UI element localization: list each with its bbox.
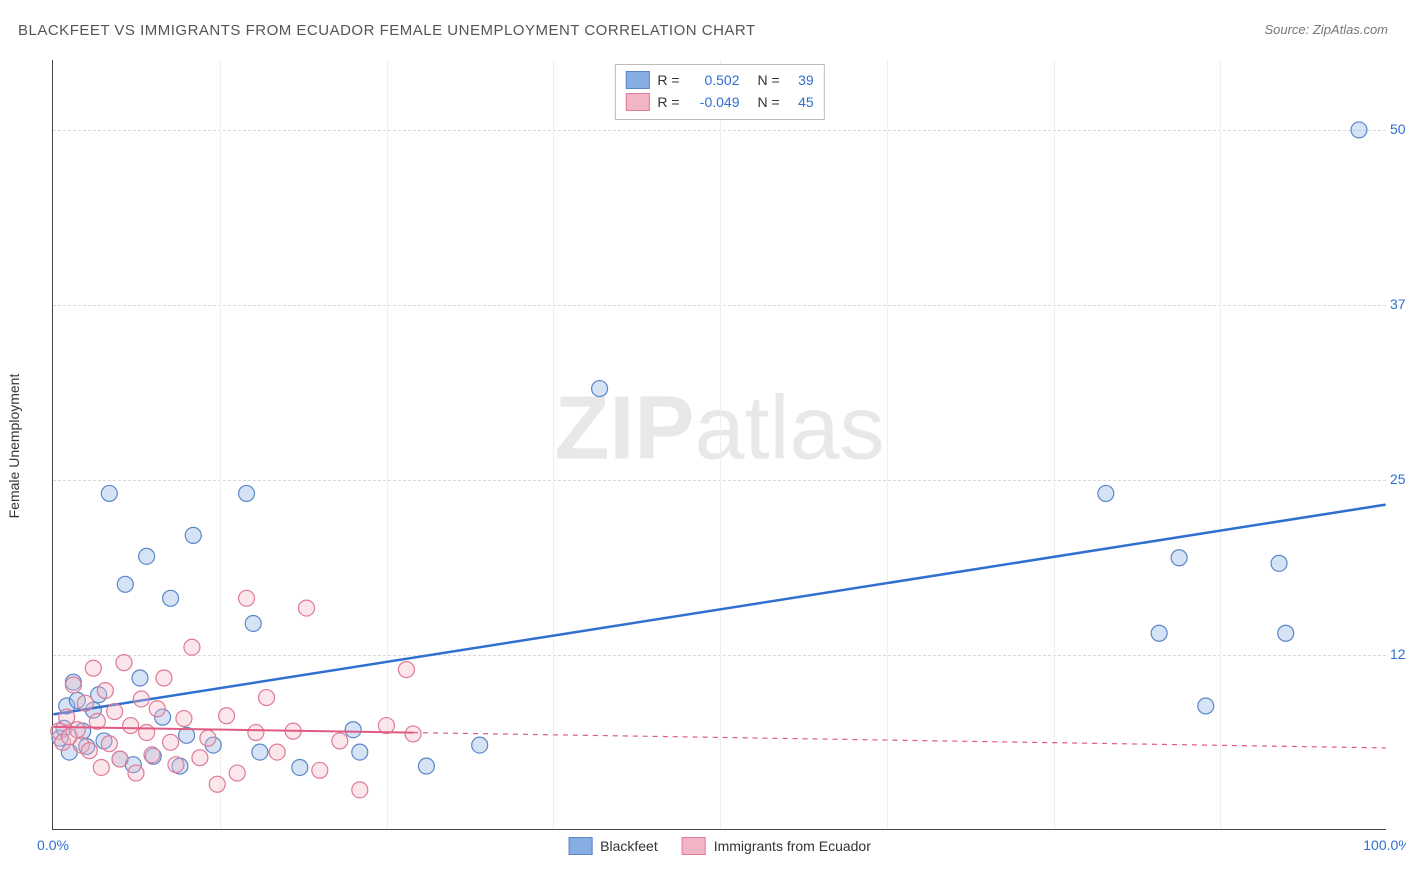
- x-tick-label: 0.0%: [37, 837, 69, 853]
- stat-R-label: R =: [657, 69, 679, 91]
- swatch-blackfeet: [568, 837, 592, 855]
- scatter-point-blackfeet: [352, 744, 368, 760]
- scatter-point-ecuador: [248, 725, 264, 741]
- swatch-ecuador: [625, 93, 649, 111]
- scatter-point-ecuador: [168, 757, 184, 773]
- trendline-blackfeet: [53, 505, 1385, 715]
- scatter-point-ecuador: [219, 708, 235, 724]
- scatter-point-ecuador: [144, 747, 160, 763]
- scatter-point-ecuador: [116, 655, 132, 671]
- scatter-point-ecuador: [77, 695, 93, 711]
- scatter-point-blackfeet: [292, 759, 308, 775]
- scatter-point-ecuador: [229, 765, 245, 781]
- scatter-point-blackfeet: [163, 590, 179, 606]
- series-legend-label-ecuador: Immigrants from Ecuador: [714, 838, 871, 854]
- swatch-ecuador: [682, 837, 706, 855]
- stat-N-value-blackfeet: 39: [788, 69, 814, 91]
- stat-N-value-ecuador: 45: [788, 91, 814, 113]
- scatter-point-ecuador: [332, 733, 348, 749]
- x-tick-label: 100.0%: [1363, 837, 1406, 853]
- plot-area: ZIPatlas R =0.502N =39R =-0.049N =45 12.…: [52, 60, 1386, 830]
- scatter-point-ecuador: [81, 743, 97, 759]
- scatter-point-ecuador: [69, 722, 85, 738]
- scatter-point-blackfeet: [1351, 122, 1367, 138]
- stat-N-label: N =: [758, 91, 780, 113]
- scatter-point-blackfeet: [139, 548, 155, 564]
- scatter-point-blackfeet: [1171, 550, 1187, 566]
- plot-svg: [53, 60, 1386, 829]
- scatter-point-blackfeet: [101, 485, 117, 501]
- stat-legend: R = 0.502 N = 39 R = -0.049 N = 45: [614, 64, 824, 120]
- scatter-point-blackfeet: [1098, 485, 1114, 501]
- scatter-point-ecuador: [85, 660, 101, 676]
- scatter-point-ecuador: [163, 734, 179, 750]
- series-legend-item-blackfeet: Blackfeet: [568, 837, 658, 855]
- scatter-point-blackfeet: [1151, 625, 1167, 641]
- scatter-point-ecuador: [65, 677, 81, 693]
- scatter-point-ecuador: [149, 701, 165, 717]
- scatter-point-blackfeet: [472, 737, 488, 753]
- scatter-point-ecuador: [312, 762, 328, 778]
- scatter-point-blackfeet: [239, 485, 255, 501]
- scatter-point-ecuador: [176, 711, 192, 727]
- scatter-point-ecuador: [93, 759, 109, 775]
- scatter-point-blackfeet: [592, 381, 608, 397]
- scatter-point-blackfeet: [1198, 698, 1214, 714]
- stat-N-label: N =: [758, 69, 780, 91]
- scatter-point-ecuador: [112, 751, 128, 767]
- scatter-point-blackfeet: [345, 722, 361, 738]
- scatter-point-blackfeet: [185, 527, 201, 543]
- scatter-point-ecuador: [405, 726, 421, 742]
- stat-R-value-blackfeet: 0.502: [688, 69, 740, 91]
- y-tick-label: 50.0%: [1390, 121, 1406, 137]
- scatter-point-ecuador: [133, 691, 149, 707]
- scatter-point-blackfeet: [252, 744, 268, 760]
- scatter-point-ecuador: [200, 730, 216, 746]
- scatter-point-blackfeet: [117, 576, 133, 592]
- source-label: Source: ZipAtlas.com: [1264, 22, 1388, 37]
- scatter-point-ecuador: [299, 600, 315, 616]
- scatter-point-blackfeet: [1278, 625, 1294, 641]
- series-legend-label-blackfeet: Blackfeet: [600, 838, 658, 854]
- series-legend: Blackfeet Immigrants from Ecuador: [568, 837, 871, 855]
- plot-wrapper: ZIPatlas R =0.502N =39R =-0.049N =45 12.…: [52, 60, 1386, 830]
- series-legend-item-ecuador: Immigrants from Ecuador: [682, 837, 871, 855]
- scatter-point-ecuador: [107, 704, 123, 720]
- stat-legend-row-blackfeet: R = 0.502 N = 39: [625, 69, 813, 91]
- scatter-point-ecuador: [128, 765, 144, 781]
- trendline-ecuador-dashed: [413, 733, 1386, 748]
- scatter-point-ecuador: [156, 670, 172, 686]
- scatter-point-ecuador: [239, 590, 255, 606]
- scatter-point-ecuador: [101, 736, 117, 752]
- scatter-point-ecuador: [184, 639, 200, 655]
- scatter-point-ecuador: [97, 683, 113, 699]
- scatter-point-ecuador: [123, 718, 139, 734]
- stat-R-value-ecuador: -0.049: [688, 91, 740, 113]
- scatter-point-ecuador: [209, 776, 225, 792]
- scatter-point-blackfeet: [418, 758, 434, 774]
- y-tick-label: 25.0%: [1390, 471, 1406, 487]
- y-tick-label: 12.5%: [1390, 646, 1406, 662]
- scatter-point-blackfeet: [1271, 555, 1287, 571]
- scatter-point-blackfeet: [132, 670, 148, 686]
- scatter-point-ecuador: [398, 662, 414, 678]
- y-axis-label: Female Unemployment: [6, 374, 22, 519]
- stat-legend-row-ecuador: R = -0.049 N = 45: [625, 91, 813, 113]
- y-tick-label: 37.5%: [1390, 296, 1406, 312]
- scatter-point-ecuador: [192, 750, 208, 766]
- scatter-point-ecuador: [59, 709, 75, 725]
- scatter-point-blackfeet: [245, 615, 261, 631]
- stat-R-label: R =: [657, 91, 679, 113]
- chart-title: BLACKFEET VS IMMIGRANTS FROM ECUADOR FEM…: [18, 22, 756, 39]
- scatter-point-ecuador: [259, 690, 275, 706]
- swatch-blackfeet: [625, 71, 649, 89]
- scatter-point-ecuador: [139, 725, 155, 741]
- scatter-point-ecuador: [352, 782, 368, 798]
- scatter-point-ecuador: [269, 744, 285, 760]
